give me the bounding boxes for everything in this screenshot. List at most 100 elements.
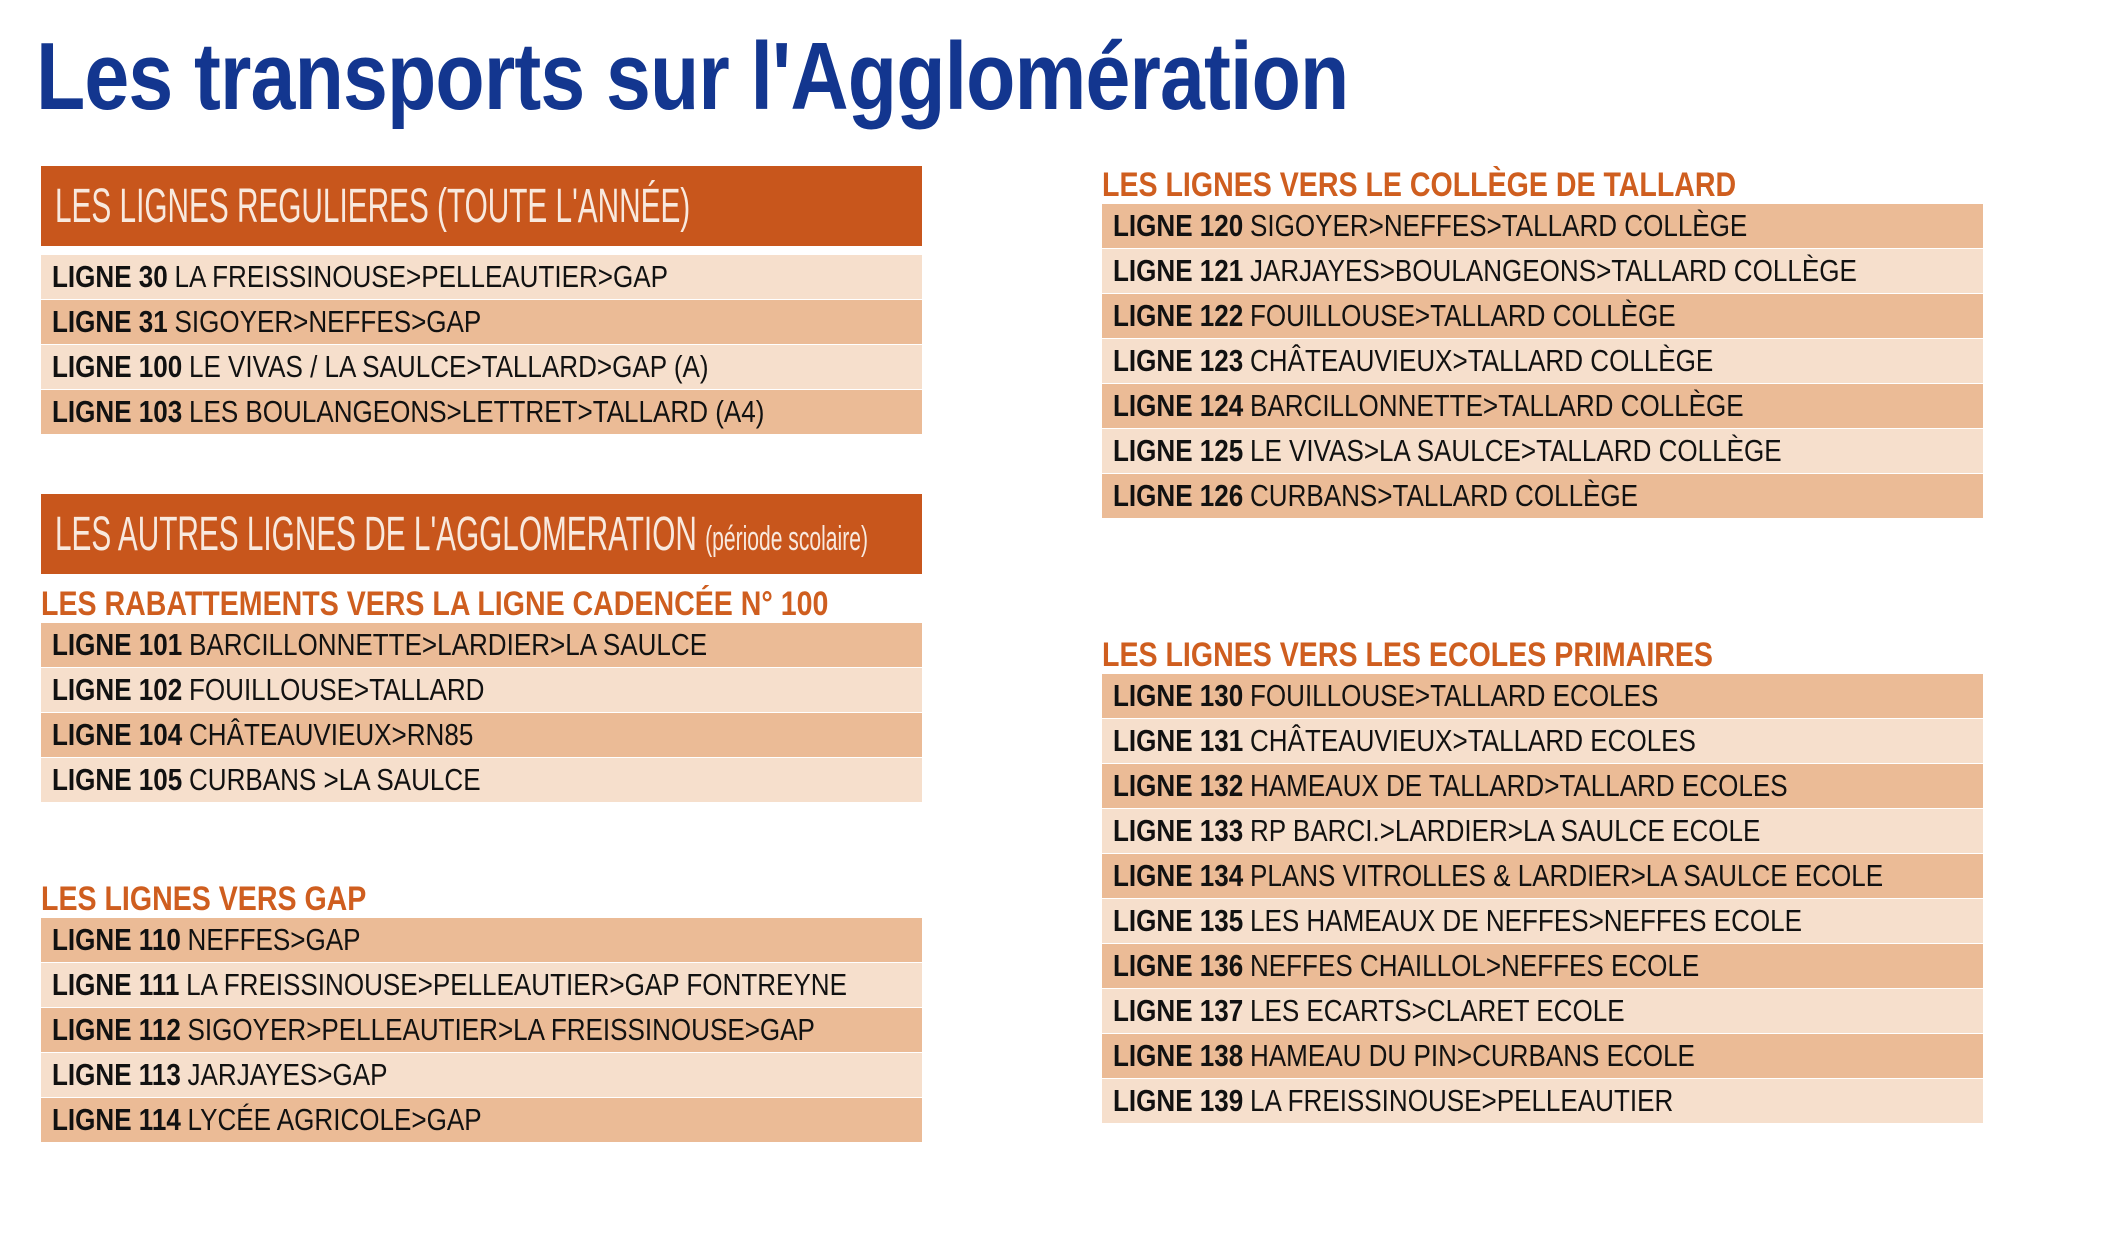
- line-number: LIGNE 137: [1113, 993, 1244, 1028]
- line-number: LIGNE 138: [1113, 1038, 1244, 1073]
- row-content: LIGNE 130 FOUILLOUSE>TALLARD ECOLES: [1113, 678, 1658, 714]
- group-heading: LES LIGNES VERS LE COLLÈGE DE TALLARD: [1102, 168, 1983, 202]
- line-row: LIGNE 103 LES BOULANGEONS>LETTRET>TALLARD…: [41, 390, 922, 435]
- group-heading: LES RABATTEMENTS VERS LA LIGNE CADENCÉE …: [41, 587, 922, 621]
- line-number: LIGNE 123: [1113, 343, 1244, 378]
- line-row: LIGNE 138 HAMEAU DU PIN>CURBANS ECOLE: [1102, 1034, 1983, 1079]
- line-group: LES LIGNES VERS LE COLLÈGE DE TALLARD LIG…: [1102, 168, 1983, 519]
- line-number: LIGNE 111: [52, 967, 180, 1002]
- line-group: LES RABATTEMENTS VERS LA LIGNE CADENCÉE …: [41, 587, 922, 803]
- row-content: LIGNE 125 LE VIVAS>LA SAULCE>TALLARD COLL…: [1113, 433, 1782, 469]
- heading-text: LES LIGNES VERS LES ECOLES PRIMAIRES: [1102, 636, 1713, 674]
- line-route: CURBANS >LA SAULCE: [188, 762, 481, 797]
- line-group: LES LIGNES VERS GAP LIGNE 110 NEFFES>GAP LI…: [41, 882, 922, 1143]
- line-row: LIGNE 137 LES ECARTS>CLARET ECOLE: [1102, 989, 1983, 1034]
- line-number: LIGNE 139: [1113, 1083, 1244, 1118]
- row-content: LIGNE 110 NEFFES>GAP: [52, 922, 360, 958]
- row-content: LIGNE 139 LA FREISSINOUSE>PELLEAUTIER: [1113, 1083, 1673, 1119]
- row-content: LIGNE 101 BARCILLONNETTE>LARDIER>LA SAULC…: [52, 627, 707, 663]
- line-row: LIGNE 131 CHÂTEAUVIEUX>TALLARD ECOLES: [1102, 719, 1983, 764]
- heading-text: LES RABATTEMENTS VERS LA LIGNE CADENCÉE …: [41, 585, 829, 623]
- line-row: LIGNE 102 FOUILLOUSE>TALLARD: [41, 668, 922, 713]
- line-number: LIGNE 120: [1113, 208, 1244, 243]
- line-row: LIGNE 31 SIGOYER>NEFFES>GAP: [41, 300, 922, 345]
- line-route: HAMEAU DU PIN>CURBANS ECOLE: [1249, 1038, 1695, 1073]
- row-content: LIGNE 111 LA FREISSINOUSE>PELLEAUTIER>GAP…: [52, 967, 847, 1003]
- line-route: NEFFES CHAILLOL>NEFFES ECOLE: [1249, 948, 1700, 983]
- row-content: LIGNE 137 LES ECARTS>CLARET ECOLE: [1113, 993, 1625, 1029]
- line-number: LIGNE 114: [52, 1102, 181, 1137]
- line-number: LIGNE 110: [52, 922, 181, 957]
- line-row: LIGNE 101 BARCILLONNETTE>LARDIER>LA SAULC…: [41, 623, 922, 668]
- row-content: LIGNE 133 RP BARCI.>LARDIER>LA SAULCE ECO…: [1113, 813, 1760, 849]
- line-row: LIGNE 132 HAMEAUX DE TALLARD>TALLARD ECOL…: [1102, 764, 1983, 809]
- banner: LES AUTRES LIGNES DE L'AGGLOMERATION (pé…: [41, 494, 922, 574]
- line-route: CHÂTEAUVIEUX>TALLARD ECOLES: [1249, 723, 1696, 758]
- line-row: LIGNE 112 SIGOYER>PELLEAUTIER>LA FREISSIN…: [41, 1008, 922, 1053]
- row-content: LIGNE 124 BARCILLONNETTE>TALLARD COLLÈGE: [1113, 388, 1744, 424]
- line-number: LIGNE 124: [1113, 388, 1244, 423]
- banner-note: (période scolaire): [705, 519, 868, 558]
- title-text: Les transports sur l'Agglomération: [36, 23, 1349, 130]
- line-row: LIGNE 120 SIGOYER>NEFFES>TALLARD COLLÈGE: [1102, 204, 1983, 249]
- row-content: LIGNE 121 JARJAYES>BOULANGEONS>TALLARD CO…: [1113, 253, 1857, 289]
- line-route: FOUILLOUSE>TALLARD: [188, 672, 485, 707]
- row-content: LIGNE 126 CURBANS>TALLARD COLLÈGE: [1113, 478, 1638, 514]
- line-row: LIGNE 110 NEFFES>GAP: [41, 918, 922, 963]
- banner-text: LES LIGNES REGULIERES (TOUTE L'ANNÉE): [55, 179, 691, 233]
- row-content: LIGNE 135 LES HAMEAUX DE NEFFES>NEFFES EC…: [1113, 903, 1802, 939]
- line-route: HAMEAUX DE TALLARD>TALLARD ECOLES: [1249, 768, 1788, 803]
- line-number: LIGNE 134: [1113, 858, 1244, 893]
- line-number: LIGNE 104: [52, 717, 183, 752]
- line-route: LE VIVAS>LA SAULCE>TALLARD COLLÈGE: [1249, 433, 1782, 468]
- line-route: LYCÉE AGRICOLE>GAP: [187, 1102, 482, 1137]
- line-route: LA FREISSINOUSE>PELLEAUTIER>GAP FONTREYN…: [186, 967, 847, 1002]
- line-list: LIGNE 30 LA FREISSINOUSE>PELLEAUTIER>GAP L…: [41, 255, 922, 435]
- line-route: CHÂTEAUVIEUX>TALLARD COLLÈGE: [1249, 343, 1714, 378]
- line-route: CHÂTEAUVIEUX>RN85: [188, 717, 474, 752]
- row-content: LIGNE 123 CHÂTEAUVIEUX>TALLARD COLLÈGE: [1113, 343, 1713, 379]
- line-route: JARJAYES>BOULANGEONS>TALLARD COLLÈGE: [1249, 253, 1857, 288]
- row-content: LIGNE 114 LYCÉE AGRICOLE>GAP: [52, 1102, 482, 1138]
- banner-title: LES AUTRES LIGNES DE L'AGGLOMERATION: [55, 507, 697, 561]
- line-number: LIGNE 105: [52, 762, 183, 797]
- banner-text: LES AUTRES LIGNES DE L'AGGLOMERATION (pé…: [55, 507, 868, 562]
- line-number: LIGNE 132: [1113, 768, 1244, 803]
- line-number: LIGNE 122: [1113, 298, 1244, 333]
- row-content: LIGNE 138 HAMEAU DU PIN>CURBANS ECOLE: [1113, 1038, 1695, 1074]
- line-route: PLANS VITROLLES & LARDIER>LA SAULCE ECOL…: [1249, 858, 1884, 893]
- line-number: LIGNE 31: [52, 304, 168, 339]
- banner: LES LIGNES REGULIERES (TOUTE L'ANNÉE): [41, 166, 922, 246]
- line-route: FOUILLOUSE>TALLARD COLLÈGE: [1249, 298, 1676, 333]
- line-route: JARJAYES>GAP: [187, 1057, 388, 1092]
- group-heading: LES LIGNES VERS GAP: [41, 882, 922, 916]
- line-route: LES BOULANGEONS>LETTRET>TALLARD (A4): [188, 394, 765, 429]
- line-number: LIGNE 135: [1113, 903, 1244, 938]
- line-row: LIGNE 100 LE VIVAS / LA SAULCE>TALLARD>GA…: [41, 345, 922, 390]
- row-content: LIGNE 136 NEFFES CHAILLOL>NEFFES ECOLE: [1113, 948, 1699, 984]
- heading-text: LES LIGNES VERS LE COLLÈGE DE TALLARD: [1102, 166, 1737, 204]
- line-row: LIGNE 122 FOUILLOUSE>TALLARD COLLÈGE: [1102, 294, 1983, 339]
- line-number: LIGNE 131: [1113, 723, 1244, 758]
- line-row: LIGNE 124 BARCILLONNETTE>TALLARD COLLÈGE: [1102, 384, 1983, 429]
- line-number: LIGNE 100: [52, 349, 183, 384]
- row-content: LIGNE 104 CHÂTEAUVIEUX>RN85: [52, 717, 473, 753]
- line-number: LIGNE 30: [52, 259, 168, 294]
- row-content: LIGNE 120 SIGOYER>NEFFES>TALLARD COLLÈGE: [1113, 208, 1747, 244]
- line-route: SIGOYER>NEFFES>GAP: [174, 304, 482, 339]
- line-route: SIGOYER>PELLEAUTIER>LA FREISSINOUSE>GAP: [187, 1012, 815, 1047]
- line-row: LIGNE 123 CHÂTEAUVIEUX>TALLARD COLLÈGE: [1102, 339, 1983, 384]
- line-row: LIGNE 135 LES HAMEAUX DE NEFFES>NEFFES EC…: [1102, 899, 1983, 944]
- line-route: BARCILLONNETTE>TALLARD COLLÈGE: [1249, 388, 1744, 423]
- line-row: LIGNE 113 JARJAYES>GAP: [41, 1053, 922, 1098]
- line-route: LES ECARTS>CLARET ECOLE: [1249, 993, 1625, 1028]
- line-number: LIGNE 103: [52, 394, 183, 429]
- line-number: LIGNE 102: [52, 672, 183, 707]
- line-row: LIGNE 126 CURBANS>TALLARD COLLÈGE: [1102, 474, 1983, 519]
- line-number: LIGNE 133: [1113, 813, 1244, 848]
- line-number: LIGNE 113: [52, 1057, 181, 1092]
- row-content: LIGNE 31 SIGOYER>NEFFES>GAP: [52, 304, 481, 340]
- row-content: LIGNE 105 CURBANS >LA SAULCE: [52, 762, 481, 798]
- row-content: LIGNE 103 LES BOULANGEONS>LETTRET>TALLARD…: [52, 394, 764, 430]
